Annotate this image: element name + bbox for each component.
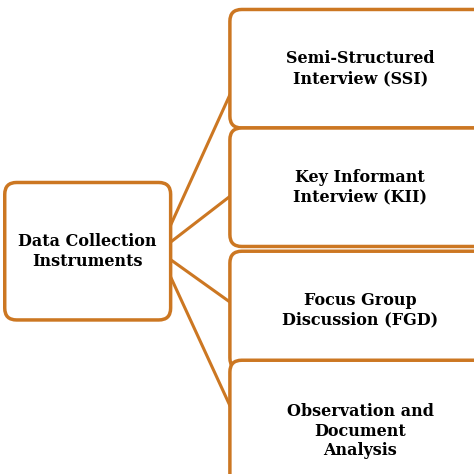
FancyBboxPatch shape (230, 251, 474, 370)
Text: Observation and
Document
Analysis: Observation and Document Analysis (287, 403, 434, 459)
FancyBboxPatch shape (230, 128, 474, 246)
Text: Data Collection
Instruments: Data Collection Instruments (18, 233, 157, 270)
Text: Semi-Structured
Interview (SSI): Semi-Structured Interview (SSI) (286, 50, 435, 87)
FancyBboxPatch shape (5, 182, 171, 320)
FancyBboxPatch shape (230, 360, 474, 474)
FancyBboxPatch shape (230, 9, 474, 128)
Text: Key Informant
Interview (KII): Key Informant Interview (KII) (293, 169, 427, 206)
Text: Focus Group
Discussion (FGD): Focus Group Discussion (FGD) (282, 292, 438, 329)
